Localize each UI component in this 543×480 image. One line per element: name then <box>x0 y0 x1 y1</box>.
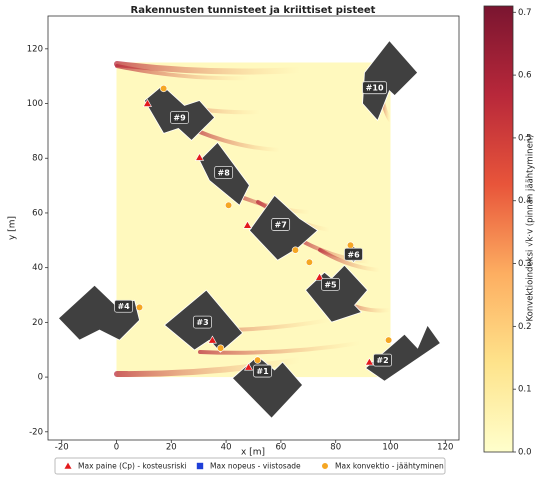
wake-streak <box>114 61 303 75</box>
colorbar-tick-label: 0.3 <box>518 259 532 269</box>
building <box>231 355 304 419</box>
x-tick-label: 40 <box>221 443 232 453</box>
x-tick-label: 0 <box>114 443 119 453</box>
x-tick-label: 60 <box>275 443 286 453</box>
colorbar-tick-label: 0.5 <box>518 133 532 143</box>
marker-triangle <box>242 220 252 229</box>
colorbar-tick-label: 0.2 <box>518 322 532 332</box>
building-label: #10 <box>366 84 384 93</box>
marker-circle <box>305 258 313 266</box>
colorbar-tick-label: 0.7 <box>518 8 532 18</box>
marker-triangle <box>142 98 152 107</box>
plot-frame <box>47 15 460 441</box>
marker-triangle <box>207 335 217 344</box>
building-label: #2 <box>376 356 388 365</box>
chart-title: Rakennusten tunnisteet ja kriittiset pis… <box>131 5 376 16</box>
marker-triangle <box>244 362 254 371</box>
building-label: #8 <box>217 168 230 177</box>
wake-streak <box>115 64 252 81</box>
legend-box <box>54 457 446 475</box>
marker-triangle <box>364 357 374 366</box>
wake-streak <box>193 128 282 152</box>
wake-streak <box>298 238 372 264</box>
y-tick-label: -20 <box>29 427 43 437</box>
building-label-box <box>271 218 291 231</box>
marker-circle <box>384 336 393 344</box>
building-label-box <box>114 299 134 313</box>
wake-streak <box>198 341 362 355</box>
marker-circle <box>346 241 355 249</box>
x-tick-label: 100 <box>382 443 398 453</box>
legend-label: Max paine (Cp) - kosteusriski <box>78 462 187 471</box>
marker-triangle <box>315 272 325 281</box>
building <box>57 284 140 341</box>
marker-circle <box>291 246 300 254</box>
y-tick-label: 100 <box>27 99 43 109</box>
y-tick-label: 40 <box>32 263 43 273</box>
marker-triangle <box>195 152 205 161</box>
building-label-box <box>253 364 272 378</box>
y-tick-label: 0 <box>38 373 43 383</box>
colorbar-tick-label: 0.0 <box>518 448 532 458</box>
building <box>364 324 441 382</box>
building-label-box <box>321 277 340 291</box>
y-tick-label: 60 <box>32 208 43 218</box>
marker-circle <box>135 303 144 311</box>
y-axis-label: y [m] <box>8 216 18 240</box>
marker-circle <box>321 462 329 470</box>
building-label: #6 <box>347 250 360 259</box>
y-tick-label: 20 <box>32 318 43 328</box>
building-label: #3 <box>196 318 208 327</box>
marker-circle <box>217 344 225 352</box>
colorbar-tick-label: 0.4 <box>518 196 532 206</box>
marker-triangle <box>63 461 73 470</box>
x-axis-label: x [m] <box>241 448 265 458</box>
building-label: #9 <box>173 113 186 122</box>
x-tick-label: -20 <box>55 443 69 453</box>
colorbar-tick-label: 0.6 <box>518 71 532 81</box>
legend-label: Max konvektio - jäähtyminen <box>335 462 444 471</box>
building-label: #5 <box>324 280 337 289</box>
building-label-box <box>362 81 388 95</box>
building-label-box <box>373 353 392 367</box>
building-label: #7 <box>274 220 286 229</box>
building-label-box <box>193 315 212 329</box>
wake-streak <box>318 248 382 272</box>
marker-circle <box>224 201 233 209</box>
y-tick-label: 120 <box>27 44 43 54</box>
legend-label: Max nopeus - viistosade <box>210 462 301 471</box>
building-label-box <box>214 166 234 179</box>
colorbar-label: Konvektioindeksi √k·v (pinnan jäähtymine… <box>526 134 536 321</box>
x-tick-label: 20 <box>166 443 177 453</box>
building-label: #1 <box>256 367 269 376</box>
building-label: #4 <box>117 302 130 311</box>
building-label-box <box>344 247 363 261</box>
marker-square <box>196 462 204 470</box>
x-tick-label: 80 <box>330 443 341 453</box>
marker-circle <box>160 84 168 93</box>
y-tick-label: 80 <box>32 154 43 164</box>
colorbar-tick-label: 0.1 <box>518 385 532 395</box>
plot-area: #1 #2 #3 #4 #5 #6 #7 #8 #9 #10 <box>57 39 441 419</box>
wake-streak <box>114 357 303 378</box>
x-tick-label: 120 <box>437 443 453 453</box>
marker-circle <box>254 356 262 364</box>
building-label-box <box>170 111 189 124</box>
colorbar <box>483 5 514 453</box>
building <box>362 39 419 122</box>
